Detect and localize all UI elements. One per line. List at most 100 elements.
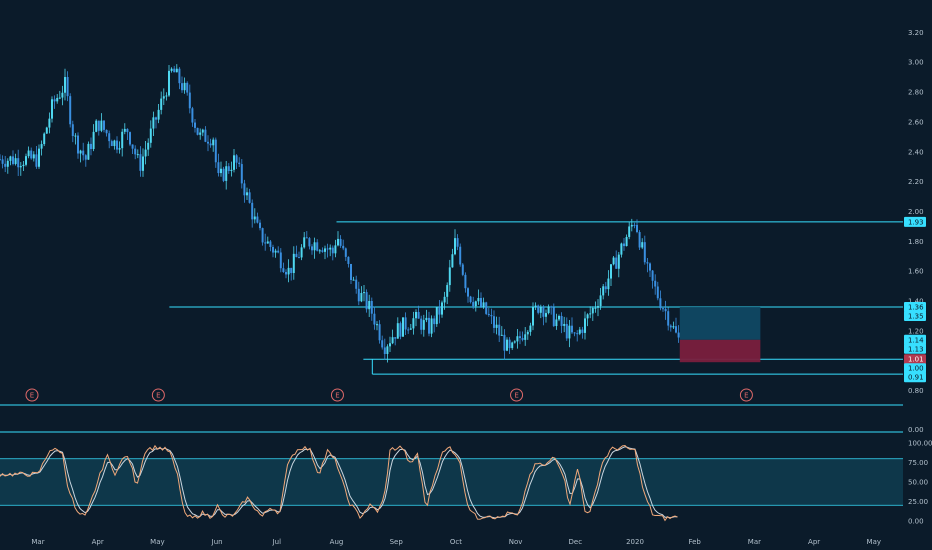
candle-body [95,120,98,132]
price-tick-label: 2.20 [908,178,924,186]
earnings-circle [330,388,344,402]
candle-body [136,154,139,156]
candle-body [79,150,82,154]
candle-body [441,302,443,315]
time-tick-label: Sep [390,538,404,546]
earnings-marker[interactable]: E [330,388,344,402]
candle-body [253,216,256,220]
candle-body [482,302,485,307]
candle-body [272,246,274,253]
candle-body [545,313,547,317]
candle-body [74,135,77,137]
candle-body [191,108,194,123]
candle-body [326,248,329,250]
price-tick-label: 2.60 [908,118,924,126]
long-position-tool[interactable] [679,306,761,363]
candle-body [383,347,386,354]
price-badge: 1.13 [904,343,926,354]
candle-body [173,68,176,73]
candle-body [604,286,607,290]
candle-body [454,238,456,255]
candle-body [344,248,347,257]
candle-body [594,307,597,309]
candle-body [669,325,672,328]
candle-body [633,224,636,226]
candle-body [677,332,680,338]
candle-body [324,248,326,252]
candle-body [77,135,79,154]
price-badge-bg [904,372,926,383]
candle-body [664,308,667,312]
candle-body [225,166,228,181]
earnings-marker[interactable]: E [25,388,39,402]
candle-body [129,132,131,145]
candle-body [448,267,451,286]
candle-body [513,341,516,343]
oscillator-axis[interactable]: 0.00 100.00 75.00 50.00 25.00 0.00 [908,426,932,525]
candle-body [651,270,654,281]
price-tick-label: 2.80 [908,89,924,97]
candle-body [667,311,670,326]
candle-body [183,82,186,91]
candle-body [534,305,537,308]
candle-body [571,325,573,333]
candle-body [131,144,134,149]
candle-body [391,337,394,344]
candle-body [147,142,150,150]
candle-body [368,300,371,310]
candle-body [500,334,503,336]
price-badge-label: 1.36 [908,303,924,311]
candle-body [149,128,152,143]
candle-body [672,326,675,328]
candle-body [389,343,391,347]
earnings-circle [25,388,39,402]
price-badge: 1.93 [904,216,926,227]
candle-body [123,128,126,132]
earnings-marker[interactable]: E [739,388,753,402]
candle-body [568,325,571,339]
price-badge-bg [904,334,926,345]
candle-body [516,336,519,342]
candle-body [352,279,355,281]
candle-body [656,286,659,299]
earnings-label: E [744,392,748,400]
candle-body [555,319,558,327]
earnings-marker[interactable]: E [151,388,165,402]
candle-body [451,254,454,268]
candle-body [282,268,285,273]
candle-body [298,257,300,259]
candle-body [300,247,303,258]
candle-body [142,156,144,171]
candle-body [337,238,339,246]
oscillator-pane[interactable] [0,444,903,522]
candle-body [331,247,334,254]
position-target-zone[interactable] [679,306,761,340]
candle-body [586,314,589,319]
position-stop-zone[interactable] [679,339,761,363]
candle-body [165,95,168,97]
candle-body [591,307,594,314]
earnings-label: E [514,392,518,400]
candle-body [12,156,14,164]
candle-body [602,286,605,296]
candle-body [233,155,235,170]
candle-body [550,306,553,308]
candle-body [290,267,293,274]
candle-body [350,263,352,281]
candle-body [573,332,576,334]
candle-body [0,159,1,161]
time-axis[interactable]: Mar Apr May Jun Jul Aug Sep Oct Nov Dec 2020 Feb Mar… [31,538,881,546]
earnings-circle [510,388,524,402]
candle-body [82,150,85,156]
earnings-marker[interactable]: E [510,388,524,402]
candle-body [230,169,233,172]
candle-body [649,263,651,271]
time-tick-label: Mar [748,538,761,546]
candle-body [220,168,222,174]
stochastic-oscillator [0,444,903,522]
candle-body [256,216,259,223]
candle-body [438,307,441,315]
